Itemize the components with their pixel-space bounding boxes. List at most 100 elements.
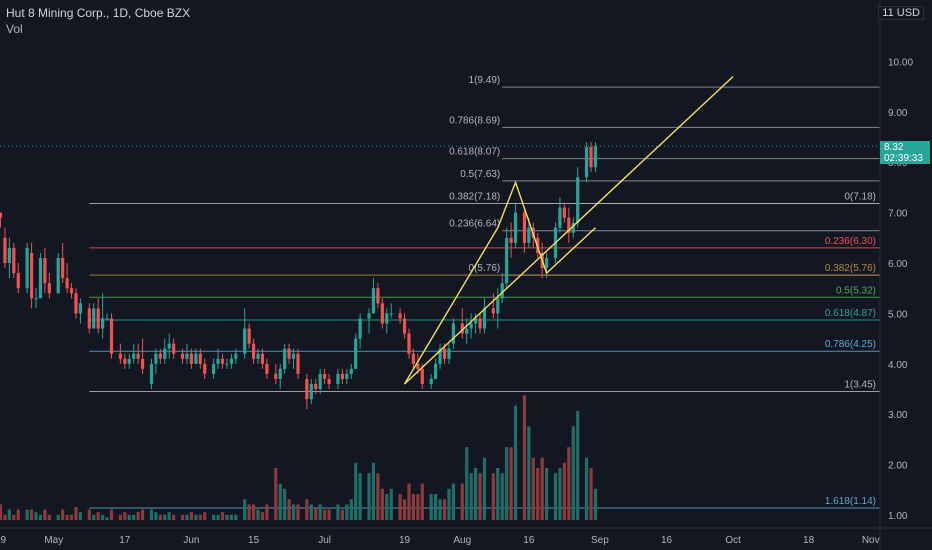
candle-body	[482, 308, 487, 329]
candle-body	[274, 373, 278, 379]
candle-body	[283, 348, 287, 369]
x-tick-label: 17	[119, 535, 131, 546]
volume-bar	[558, 468, 562, 520]
volume-bar	[109, 509, 114, 520]
volume-bar	[593, 488, 598, 520]
volume-bar	[567, 447, 571, 520]
candle-body	[571, 222, 575, 233]
candle-body	[469, 323, 473, 329]
volume-bar	[411, 494, 416, 520]
volume-label: Vol	[6, 22, 23, 36]
volume-bar	[434, 494, 438, 520]
volume-bar	[96, 512, 100, 520]
pattern-drawing	[403, 76, 734, 385]
volume-bar	[69, 514, 74, 520]
volume-bars	[0, 395, 598, 520]
currency-prefix: 11	[882, 7, 894, 19]
candle-body	[416, 363, 420, 369]
x-tick-label: May	[44, 535, 63, 546]
volume-bar	[576, 410, 580, 520]
volume-bar	[407, 483, 411, 520]
fib-label: 0.5(7.63)	[460, 169, 500, 180]
candle-body	[567, 217, 571, 233]
volume-bar	[243, 499, 247, 520]
volume-bar	[416, 494, 420, 520]
candle-body	[447, 348, 451, 359]
candle-body	[216, 358, 220, 364]
volume-bar	[314, 507, 318, 520]
currency-label[interactable]: 11 USD	[878, 6, 924, 20]
fib-label: 1(9.49)	[469, 75, 501, 86]
candle-body	[225, 363, 229, 365]
candle-body	[154, 353, 158, 364]
volume-bar	[189, 512, 194, 520]
volume-bar	[336, 504, 340, 520]
candle-body	[287, 348, 291, 359]
fib-label: 0.236(6.64)	[449, 219, 500, 230]
candle-body	[12, 247, 16, 274]
candle-body	[185, 353, 189, 359]
volume-bar	[584, 457, 589, 520]
volume-bar	[180, 514, 185, 520]
candle-body	[251, 343, 256, 359]
candle-body	[385, 313, 389, 324]
candle-body	[576, 177, 580, 223]
candle-body	[265, 363, 269, 374]
candle-body	[367, 313, 371, 319]
volume-bar	[34, 512, 38, 520]
candle-body	[118, 353, 122, 359]
x-tick-label: Nov	[862, 535, 880, 546]
candle-body	[380, 303, 384, 324]
retracement-label: 0.236(6.30)	[825, 236, 876, 247]
candle-body	[522, 212, 527, 243]
candle-body	[354, 338, 358, 369]
volume-bar	[478, 473, 482, 520]
candle-body	[451, 323, 455, 344]
volume-bar	[451, 483, 455, 520]
candle-body	[69, 288, 74, 294]
y-tick-label: 10.00	[888, 57, 913, 68]
volume-bar	[260, 512, 265, 520]
volume-bar	[513, 405, 518, 520]
candle-body	[243, 328, 247, 354]
volume-bar	[367, 473, 371, 520]
candle-body	[123, 358, 127, 364]
volume-bar	[198, 514, 202, 520]
candle-body	[65, 278, 69, 289]
volume-bar	[358, 473, 362, 520]
candle-body	[203, 363, 207, 374]
candle-body	[234, 353, 238, 359]
volume-bar	[229, 514, 233, 520]
candle-body	[371, 288, 376, 314]
volume-bar	[562, 462, 566, 520]
candle-body	[593, 146, 598, 168]
candle-body	[438, 348, 442, 364]
candle-body	[429, 378, 433, 384]
x-tick-label: 15	[248, 535, 260, 546]
volume-bar	[571, 426, 575, 520]
volume-bar	[309, 504, 313, 520]
candle-body	[16, 273, 20, 289]
candle-body	[407, 333, 411, 354]
x-tick-label: 16	[523, 535, 535, 546]
x-tick-label: Jun	[183, 535, 199, 546]
volume-bar	[327, 509, 331, 520]
volume-bar	[225, 514, 229, 520]
volume-bar	[38, 514, 43, 520]
volume-bar	[287, 499, 291, 520]
candle-body	[260, 353, 265, 364]
candle-body	[500, 283, 504, 299]
candle-body	[25, 247, 29, 289]
volume-bar	[540, 457, 544, 520]
candles	[0, 142, 598, 410]
candle-body	[340, 373, 344, 379]
volume-bar	[194, 514, 198, 520]
candle-body	[220, 358, 225, 364]
candle-body	[473, 318, 478, 324]
candle-body	[562, 207, 566, 218]
volume-bar	[265, 504, 269, 520]
candle-body	[47, 283, 51, 294]
candle-body	[101, 318, 105, 329]
volume-bar	[354, 462, 358, 520]
